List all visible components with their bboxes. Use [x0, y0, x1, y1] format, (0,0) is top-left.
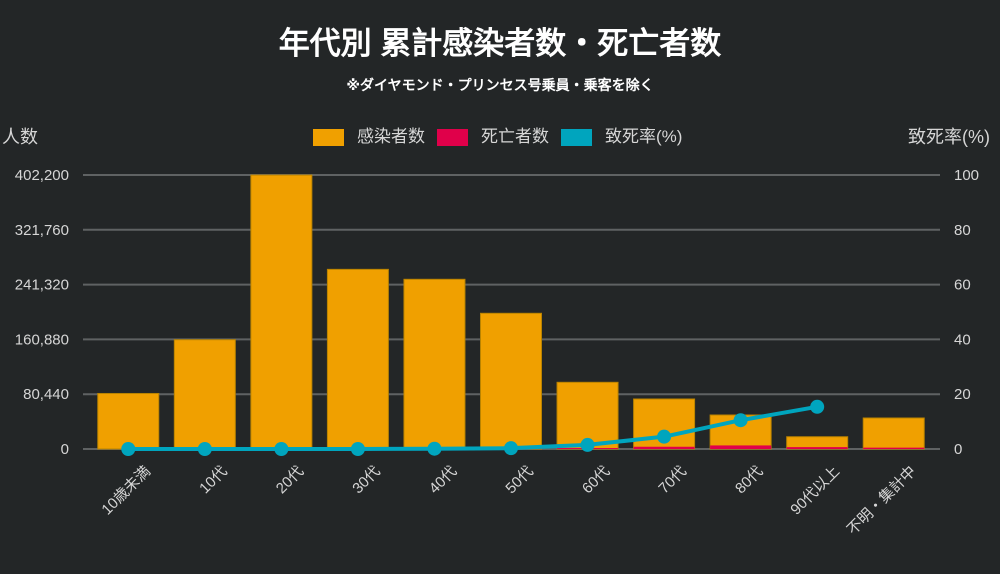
left-tick-label: 160,880 — [15, 331, 69, 348]
left-tick-label: 321,760 — [15, 222, 69, 239]
legend-item-fatality-rate[interactable]: 致死率(%) — [561, 126, 682, 148]
right-tick-label: 100 — [954, 167, 979, 184]
series-fatality-rate — [121, 399, 825, 456]
x-tick-label: 10歳未満 — [98, 463, 154, 519]
legend-swatch-infected — [313, 128, 344, 146]
fatality-rate-line — [128, 404, 818, 451]
fatality-rate-point[interactable] — [197, 442, 212, 456]
right-axis-ticks: 0 20 40 60 80 100 — [954, 167, 979, 458]
right-tick-label: 40 — [954, 331, 971, 348]
x-tick-label: 20代 — [273, 463, 307, 497]
right-tick-label: 80 — [954, 222, 971, 239]
legend-label-fatality-rate: 致死率(%) — [605, 127, 683, 146]
x-tick-label: 不明・集計中 — [844, 463, 920, 539]
fatality-rate-point[interactable] — [733, 413, 748, 428]
legend-label-infected: 感染者数 — [357, 127, 425, 146]
fatality-rate-point[interactable] — [810, 399, 825, 414]
fatality-rate-point[interactable] — [274, 442, 289, 456]
x-axis-labels: 10歳未満 10代 20代 30代 40代 50代 60代 70代 80代 90代以上 不明・集計中 — [98, 463, 919, 539]
fatality-rate-point[interactable] — [121, 442, 136, 456]
bar-deaths[interactable] — [710, 445, 772, 449]
x-tick-label: 70代 — [655, 463, 689, 497]
fatality-rate-point[interactable] — [580, 437, 595, 452]
bar-infected[interactable] — [480, 312, 542, 450]
bar-infected[interactable] — [556, 381, 619, 450]
x-tick-label: 60代 — [579, 463, 613, 497]
bar-infected[interactable] — [250, 174, 313, 450]
left-tick-label: 0 — [61, 441, 69, 458]
left-tick-label: 241,320 — [15, 277, 69, 294]
bar-infected[interactable] — [326, 268, 389, 450]
chart-subtitle: ※ダイヤモンド・プリンセス号乗員・乗客を除く — [346, 77, 654, 93]
x-tick-label: 80代 — [732, 463, 766, 497]
x-tick-label: 90代以上 — [787, 463, 843, 519]
fatality-rate-point[interactable] — [427, 441, 442, 456]
legend-label-deaths: 死亡者数 — [481, 127, 549, 146]
legend-item-deaths[interactable]: 死亡者数 — [437, 126, 549, 148]
legend-item-infected[interactable]: 感染者数 — [313, 126, 425, 148]
bar-infected[interactable] — [403, 278, 466, 450]
x-tick-label: 40代 — [426, 463, 460, 497]
bar-infected[interactable] — [173, 339, 236, 450]
x-tick-label: 50代 — [502, 463, 536, 497]
fatality-rate-point[interactable] — [504, 441, 518, 456]
x-tick-label: 30代 — [349, 463, 383, 497]
legend-swatch-fatality-rate — [561, 128, 592, 146]
bar-deaths[interactable] — [633, 446, 695, 449]
series-infected — [97, 174, 925, 450]
left-axis-title: 人数 — [2, 127, 38, 147]
x-tick-label: 10代 — [196, 463, 230, 497]
left-tick-label: 402,200 — [15, 167, 69, 184]
right-tick-label: 60 — [954, 277, 971, 294]
left-tick-label: 80,440 — [23, 386, 69, 403]
right-axis-title: 致死率(%) — [908, 127, 990, 147]
left-axis-ticks: 0 80,440 160,880 241,320 321,760 402,200 — [15, 167, 69, 458]
legend-swatch-deaths — [437, 128, 468, 146]
right-tick-label: 0 — [954, 441, 962, 458]
fatality-rate-point[interactable] — [657, 429, 672, 444]
bar-deaths[interactable] — [786, 447, 848, 449]
right-tick-label: 20 — [954, 386, 971, 403]
bar-infected[interactable] — [97, 392, 160, 450]
bar-deaths[interactable] — [863, 447, 925, 449]
fatality-rate-point[interactable] — [350, 442, 365, 456]
legend: 感染者数 死亡者数 致死率(%) — [313, 124, 694, 150]
chart-title: 年代別 累計感染者数・死亡者数 — [278, 26, 722, 61]
bar-infected[interactable] — [862, 417, 925, 450]
